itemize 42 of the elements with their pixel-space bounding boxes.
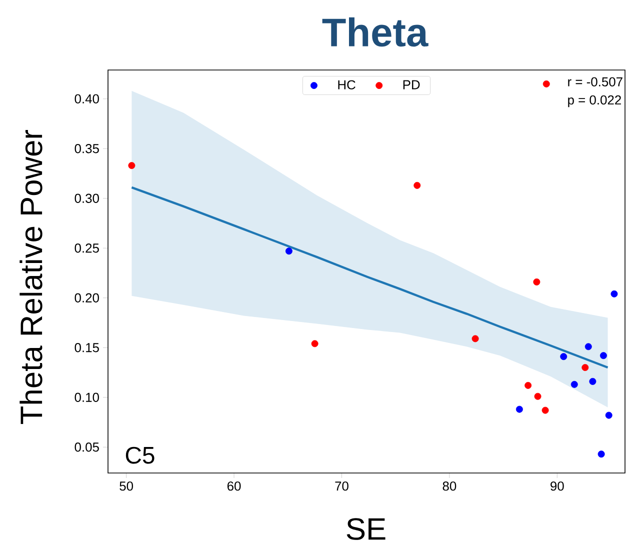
x-tick-label: 50: [120, 482, 134, 491]
y-tick-label: 0.30: [74, 194, 99, 203]
point: [285, 248, 292, 255]
y-tick-label: 0.15: [74, 343, 99, 352]
point: [560, 353, 568, 360]
x-tick-label: 80: [442, 482, 456, 491]
point: [598, 450, 605, 458]
annotation: C5: [126, 446, 154, 464]
point: [570, 380, 578, 388]
y-tick-label: 0.40: [74, 94, 99, 104]
point: [516, 406, 523, 413]
y-tick-label: 0.05: [74, 442, 99, 452]
point: [128, 162, 136, 170]
point: [582, 364, 589, 372]
y-axis-title: Theta Relative Power: [20, 130, 42, 424]
annotation: p = 0.022: [568, 95, 621, 108]
point: [524, 382, 532, 389]
point: [589, 378, 596, 385]
legend-label: HC: [338, 80, 356, 90]
point: [584, 343, 592, 350]
point: [472, 335, 479, 342]
y-tick-label: 0.20: [74, 293, 99, 302]
point: [600, 352, 607, 360]
point: [610, 290, 618, 298]
point: [542, 80, 550, 88]
x-axis-title: SE: [346, 518, 386, 540]
line-series: [130, 186, 609, 369]
point: [533, 278, 540, 286]
annotation: r = -0.507: [568, 77, 622, 86]
point: [414, 182, 421, 189]
point: [311, 340, 318, 348]
y-tick-label: 0.10: [74, 392, 99, 402]
legend-label: PD: [403, 80, 420, 90]
x-tick-label: 70: [335, 482, 348, 491]
point: [534, 392, 542, 400]
y-tick-label: 0.35: [74, 144, 99, 154]
point: [605, 412, 612, 419]
x-tick-label: 90: [550, 482, 564, 491]
x-tick-label: 60: [227, 482, 241, 491]
point: [542, 406, 549, 414]
chart-title: Theta: [322, 17, 428, 47]
y-tick-label: 0.25: [74, 244, 99, 253]
